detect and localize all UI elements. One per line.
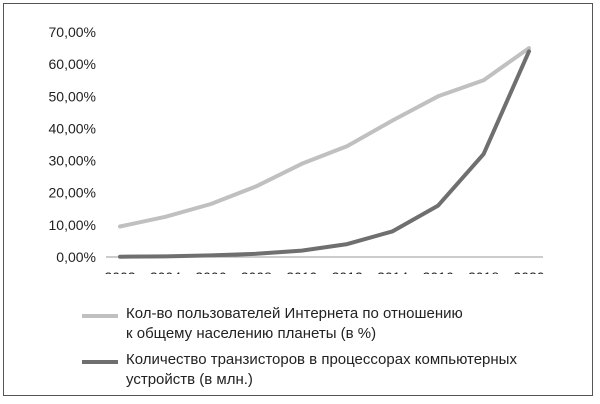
x-tick-label: 2012 (332, 269, 363, 274)
legend-label-internet-users-line1: Кол-во пользователей Интернета по отноше… (126, 305, 463, 322)
y-tick-label: 10,00% (49, 217, 96, 233)
legend-item-internet-users: Кол-во пользователей Интернета по отноше… (82, 304, 582, 346)
x-tick-label: 2002 (104, 269, 135, 274)
line-chart: 0,00% 10,00% 20,00% 30,00% 40,00% 50,00% 60,00… (49, 24, 545, 274)
y-tick-label: 70,00% (49, 24, 96, 40)
y-tick-label: 20,00% (49, 185, 96, 201)
y-tick-label: 0,00% (56, 249, 96, 265)
y-tick-label: 50,00% (49, 88, 96, 104)
x-tick-label: 2018 (468, 269, 499, 274)
x-tick-label: 2006 (195, 269, 226, 274)
y-tick-label: 30,00% (49, 153, 96, 169)
legend-label-internet-users-line2: к общему населению планеты (в %) (126, 325, 377, 342)
x-tick-label: 2008 (241, 269, 272, 274)
y-tick-label: 60,00% (49, 56, 96, 72)
legend-label-transistors-line2: устройств (в млн.) (126, 371, 253, 388)
legend-swatch-transistors (82, 360, 118, 364)
legend-item-transistors: Количество транзисторов в процессорах ко… (82, 350, 582, 392)
legend-swatch-internet-users (82, 314, 118, 318)
series-line-transistors (118, 49, 531, 259)
x-tick-label: 2010 (286, 269, 317, 274)
x-tick-label: 2014 (377, 269, 408, 274)
chart-frame: 0,00% 10,00% 20,00% 30,00% 40,00% 50,00% 60,00… (3, 3, 593, 396)
x-tick-label: 2004 (150, 269, 181, 274)
series-line-internet-users (118, 46, 531, 229)
y-tick-label: 40,00% (49, 120, 96, 136)
x-tick-label: 2020 (513, 269, 544, 274)
x-tick-label: 2016 (423, 269, 454, 274)
chart-legend: Кол-во пользователей Интернета по отноше… (82, 304, 582, 394)
legend-label-transistors-line1: Количество транзисторов в процессорах ко… (126, 351, 517, 368)
